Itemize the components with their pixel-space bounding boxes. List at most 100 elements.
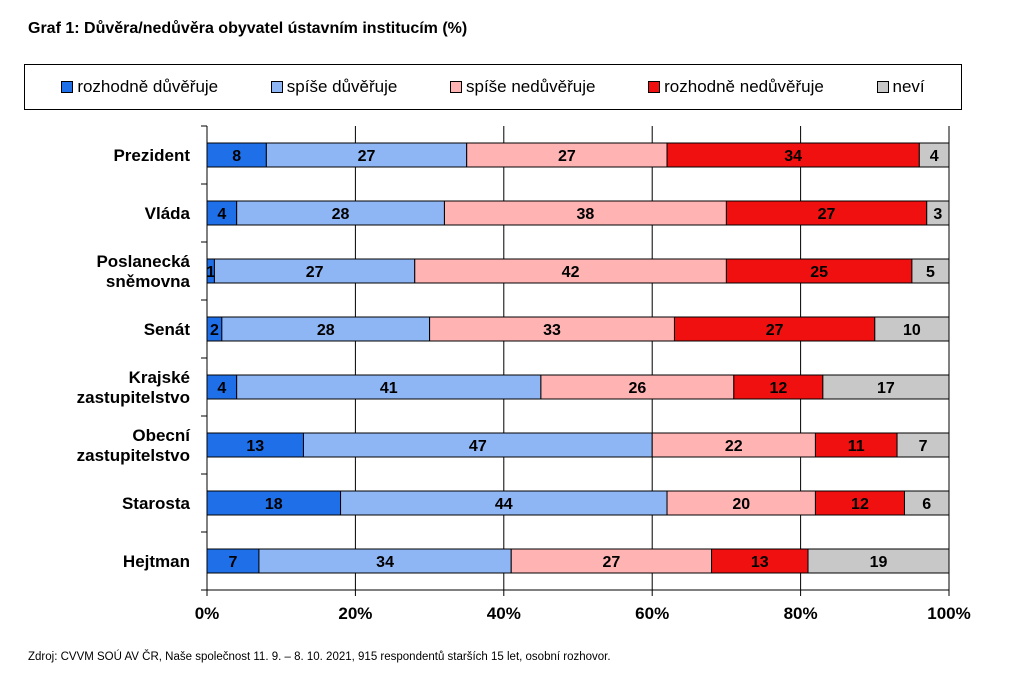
legend-label: spíše důvěřuje bbox=[286, 77, 398, 96]
data-label: 5 bbox=[926, 264, 935, 281]
data-label: 27 bbox=[558, 148, 576, 165]
category-label: Hejtman bbox=[123, 552, 190, 571]
bar-segment bbox=[807, 548, 950, 574]
bar-segment bbox=[221, 316, 431, 342]
legend-item: rozhodně důvěřuje bbox=[61, 77, 218, 97]
category-label: Vláda bbox=[145, 204, 191, 223]
data-label: 2 bbox=[210, 322, 219, 339]
bar-segment bbox=[918, 142, 950, 168]
bar-segment bbox=[265, 142, 468, 168]
data-label: 28 bbox=[317, 322, 335, 339]
data-label: 47 bbox=[469, 438, 487, 455]
bar-segment bbox=[725, 258, 913, 284]
bar-segment bbox=[206, 142, 267, 168]
data-label: 19 bbox=[870, 554, 888, 571]
data-label: 13 bbox=[246, 438, 264, 455]
bar-segment bbox=[926, 200, 950, 226]
data-label: 20 bbox=[732, 496, 750, 513]
bar-segment bbox=[822, 374, 950, 400]
x-tick-label: 100% bbox=[927, 604, 970, 623]
data-label: 8 bbox=[232, 148, 241, 165]
bar-segment bbox=[814, 490, 905, 516]
bar-segment bbox=[911, 258, 950, 284]
bar-segment bbox=[340, 490, 668, 516]
x-tick-label: 40% bbox=[487, 604, 521, 623]
data-label: 27 bbox=[602, 554, 620, 571]
x-tick-label: 80% bbox=[784, 604, 818, 623]
legend-label: rozhodně nedůvěřuje bbox=[664, 77, 824, 96]
data-label: 42 bbox=[562, 264, 580, 281]
data-label: 3 bbox=[933, 206, 942, 223]
data-label: 33 bbox=[543, 322, 561, 339]
data-label: 7 bbox=[229, 554, 238, 571]
legend-item: neví bbox=[876, 77, 925, 97]
data-label: 7 bbox=[919, 438, 928, 455]
legend-swatch bbox=[450, 81, 462, 93]
data-label: 28 bbox=[332, 206, 350, 223]
data-label: 1 bbox=[206, 264, 215, 281]
legend-label: rozhodně důvěřuje bbox=[77, 77, 219, 96]
data-label: 4 bbox=[217, 206, 226, 223]
bar-segment bbox=[206, 548, 260, 574]
data-label: 10 bbox=[903, 322, 921, 339]
legend: rozhodně důvěřuje spíše důvěřuje spíše ned… bbox=[24, 64, 962, 110]
data-label: 4 bbox=[217, 380, 226, 397]
bar-segment bbox=[673, 316, 876, 342]
data-label: 4 bbox=[930, 148, 939, 165]
bar-segment bbox=[236, 200, 445, 226]
category-label: zastupitelstvo bbox=[77, 446, 190, 465]
data-label: 18 bbox=[265, 496, 283, 513]
data-label: 44 bbox=[495, 496, 513, 513]
bar-segment bbox=[896, 432, 950, 458]
legend-label: neví bbox=[892, 77, 925, 96]
category-label: Obecní bbox=[132, 426, 191, 445]
data-label: 13 bbox=[751, 554, 769, 571]
legend-swatch bbox=[61, 81, 74, 93]
legend-swatch bbox=[270, 81, 283, 93]
data-label: 27 bbox=[766, 322, 784, 339]
legend-item: spíše důvěřuje bbox=[270, 77, 398, 97]
bar-segment bbox=[443, 200, 727, 226]
data-label: 26 bbox=[628, 380, 646, 397]
data-label: 27 bbox=[306, 264, 324, 281]
category-label: Poslanecká bbox=[96, 252, 190, 271]
data-label: 12 bbox=[851, 496, 869, 513]
data-label: 34 bbox=[784, 148, 802, 165]
legend-swatch bbox=[876, 81, 889, 93]
source-note: Zdroj: CVVM SOÚ AV ČR, Naše společnost 1… bbox=[28, 651, 611, 663]
data-label: 27 bbox=[358, 148, 376, 165]
data-label: 41 bbox=[380, 380, 398, 397]
chart-title: Graf 1: Důvěra/nedůvěra obyvatel ústavní… bbox=[28, 20, 468, 37]
bar-segment bbox=[903, 490, 950, 516]
category-label: Senát bbox=[144, 320, 191, 339]
bar-segment bbox=[466, 142, 668, 168]
bar-segment bbox=[666, 142, 920, 168]
category-label: sněmovna bbox=[106, 272, 191, 291]
category-label: zastupitelstvo bbox=[77, 388, 190, 407]
data-label: 12 bbox=[769, 380, 787, 397]
legend-label: spíše nedůvěřuje bbox=[466, 77, 596, 96]
data-label: 17 bbox=[877, 380, 895, 397]
bar-segment bbox=[206, 432, 304, 458]
legend-item: spíše nedůvěřuje bbox=[450, 77, 595, 97]
legend-item: rozhodně nedůvěřuje bbox=[648, 77, 824, 97]
data-label: 11 bbox=[848, 438, 865, 455]
data-label: 25 bbox=[810, 264, 828, 281]
bar-segment bbox=[429, 316, 675, 342]
bar-segment bbox=[814, 432, 898, 458]
x-tick-label: 0% bbox=[195, 604, 220, 623]
bar-segment bbox=[510, 548, 713, 574]
bar-segment bbox=[213, 258, 416, 284]
x-tick-label: 60% bbox=[635, 604, 669, 623]
x-tick-label: 20% bbox=[338, 604, 372, 623]
legend-swatch bbox=[648, 81, 661, 93]
data-label: 34 bbox=[376, 554, 394, 571]
bar-segment bbox=[666, 490, 816, 516]
category-label: Krajské bbox=[129, 368, 190, 387]
category-label: Starosta bbox=[122, 494, 191, 513]
data-label: 22 bbox=[725, 438, 743, 455]
bar-segment bbox=[302, 432, 653, 458]
category-label: Prezident bbox=[113, 146, 190, 165]
bar-segment bbox=[414, 258, 727, 284]
bar-segment bbox=[206, 374, 238, 400]
